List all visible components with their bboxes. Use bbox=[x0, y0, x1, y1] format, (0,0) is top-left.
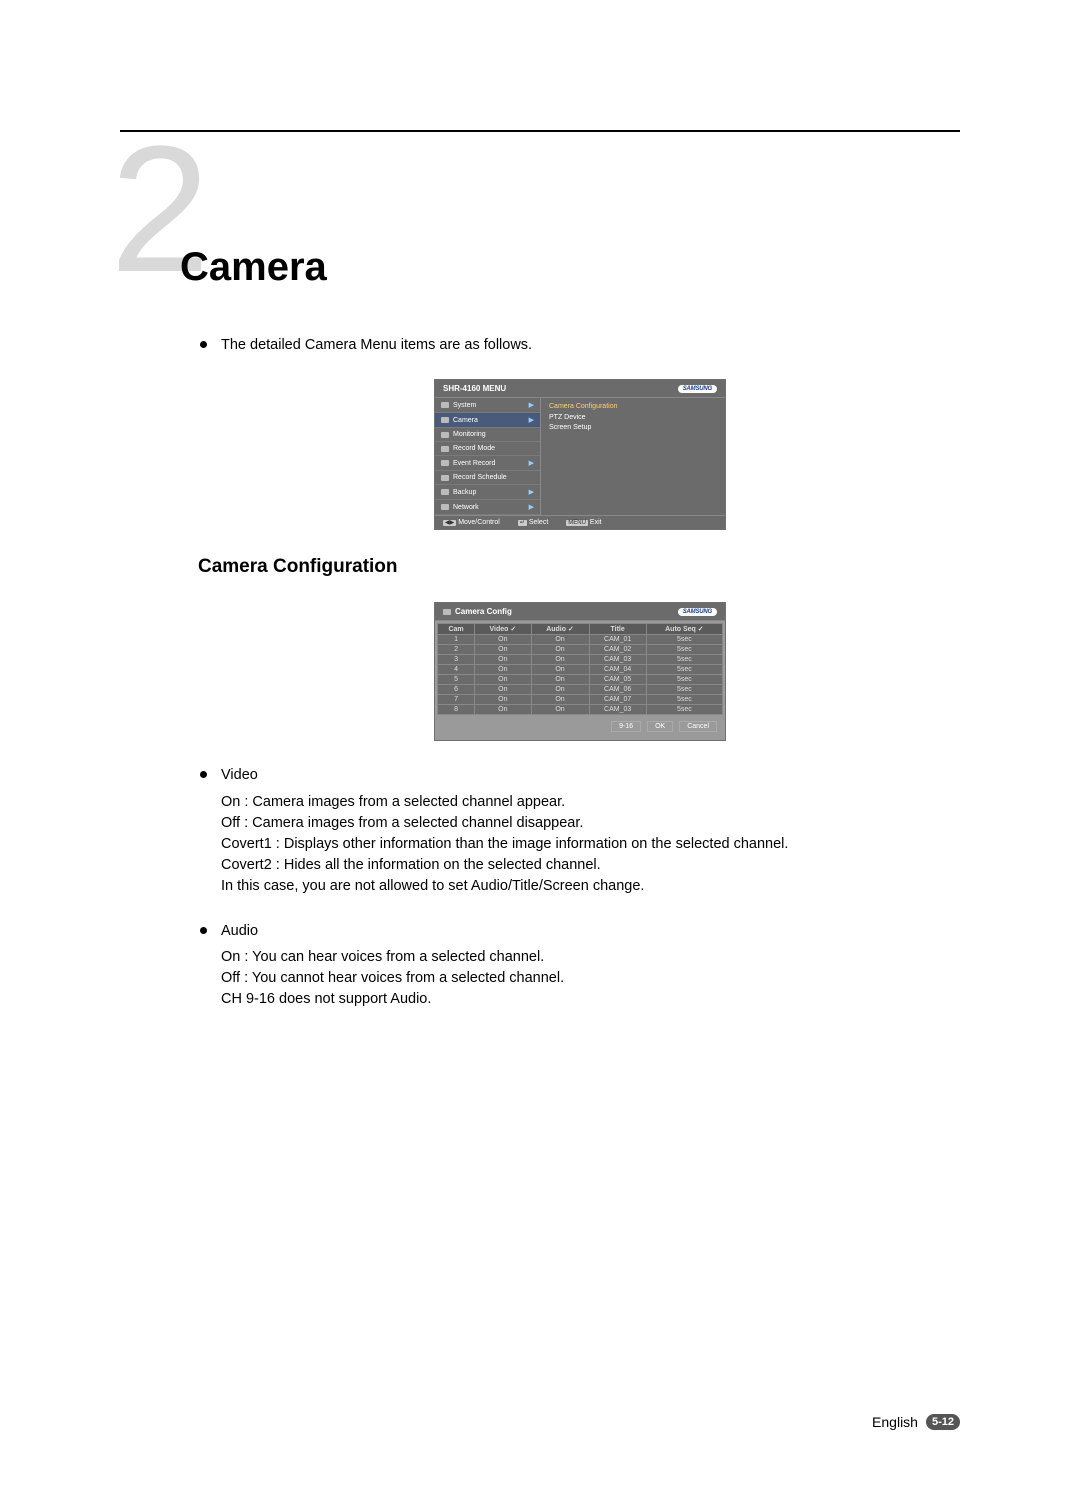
config-buttons: 9-16 OK Cancel bbox=[437, 715, 723, 738]
foot-exit: MENU Exit bbox=[566, 519, 601, 526]
config-body: CamVideoAudioTitleAuto Seq1OnOnCAM_015se… bbox=[435, 621, 725, 740]
table-row[interactable]: 4OnOnCAM_045sec bbox=[438, 665, 723, 675]
bullet-icon bbox=[200, 771, 207, 778]
menu-item[interactable]: Camera▶ bbox=[435, 413, 540, 428]
submenu-item[interactable]: Camera Configuration bbox=[549, 402, 717, 413]
body-line: Off : You cannot hear voices from a sele… bbox=[221, 968, 960, 989]
audio-bullet: Audio bbox=[200, 921, 960, 941]
body-line: On : Camera images from a selected chann… bbox=[221, 792, 960, 813]
video-lines: On : Camera images from a selected chann… bbox=[221, 792, 960, 897]
body-line: CH 9-16 does not support Audio. bbox=[221, 989, 960, 1010]
content: The detailed Camera Menu items are as fo… bbox=[200, 335, 960, 1010]
col-header: Auto Seq bbox=[646, 624, 722, 635]
table-row[interactable]: 7OnOnCAM_075sec bbox=[438, 695, 723, 705]
audio-head: Audio bbox=[221, 921, 258, 941]
table-row[interactable]: 1OnOnCAM_015sec bbox=[438, 635, 723, 645]
body-line: On : You can hear voices from a selected… bbox=[221, 947, 960, 968]
col-header: Video bbox=[475, 624, 531, 635]
table-row[interactable]: 6OnOnCAM_065sec bbox=[438, 685, 723, 695]
submenu-list: Camera ConfigurationPTZ DeviceScreen Set… bbox=[541, 398, 725, 515]
menu-title: SHR-4160 MENU bbox=[443, 384, 506, 393]
col-header: Title bbox=[589, 624, 646, 635]
page: 2 Camera The detailed Camera Menu items … bbox=[0, 0, 1080, 1490]
menu-item[interactable]: System▶ bbox=[435, 398, 540, 413]
video-head: Video bbox=[221, 765, 258, 785]
video-bullet: Video bbox=[200, 765, 960, 785]
audio-lines: On : You can hear voices from a selected… bbox=[221, 947, 960, 1010]
menu-item[interactable]: Backup▶ bbox=[435, 485, 540, 500]
menu-item[interactable]: Record Mode bbox=[435, 442, 540, 456]
body-line: Covert2 : Hides all the information on t… bbox=[221, 855, 960, 876]
menu-list: System▶Camera▶MonitoringRecord ModeEvent… bbox=[435, 398, 541, 515]
page-footer: English 5-12 bbox=[872, 1414, 960, 1430]
bullet-icon bbox=[200, 341, 207, 348]
intro-text: The detailed Camera Menu items are as fo… bbox=[221, 335, 532, 355]
body-line: In this case, you are not allowed to set… bbox=[221, 876, 960, 897]
footer-lang: English bbox=[872, 1414, 918, 1430]
body-line: Covert1 : Displays other information tha… bbox=[221, 834, 960, 855]
foot-move: ◀▶ Move/Control bbox=[443, 519, 500, 526]
table-row[interactable]: 8OnOnCAM_035sec bbox=[438, 705, 723, 715]
submenu-item[interactable]: PTZ Device bbox=[549, 413, 717, 424]
menu-titlebar: SHR-4160 MENU SAMSUNG bbox=[435, 380, 725, 398]
config-titlebar: Camera Config SAMSUNG bbox=[435, 603, 725, 621]
col-header: Cam bbox=[438, 624, 475, 635]
submenu-item[interactable]: Screen Setup bbox=[549, 423, 717, 434]
menu-item[interactable]: Event Record▶ bbox=[435, 456, 540, 471]
config-button[interactable]: OK bbox=[647, 721, 673, 732]
config-button[interactable]: 9-16 bbox=[611, 721, 641, 732]
brand-logo: SAMSUNG bbox=[678, 385, 717, 393]
menu-item[interactable]: Network▶ bbox=[435, 500, 540, 515]
menu-item[interactable]: Monitoring bbox=[435, 428, 540, 442]
config-button[interactable]: Cancel bbox=[679, 721, 717, 732]
menu-item[interactable]: Record Schedule bbox=[435, 471, 540, 485]
table-row[interactable]: 5OnOnCAM_055sec bbox=[438, 675, 723, 685]
menu-screenshot: SHR-4160 MENU SAMSUNG System▶Camera▶Moni… bbox=[434, 379, 726, 530]
config-screenshot: Camera Config SAMSUNG CamVideoAudioTitle… bbox=[434, 602, 726, 741]
chapter-title: Camera bbox=[180, 245, 327, 290]
config-title: Camera Config bbox=[443, 607, 512, 616]
body-line: Off : Camera images from a selected chan… bbox=[221, 813, 960, 834]
table-row[interactable]: 3OnOnCAM_035sec bbox=[438, 655, 723, 665]
intro-bullet: The detailed Camera Menu items are as fo… bbox=[200, 335, 960, 355]
config-table: CamVideoAudioTitleAuto Seq1OnOnCAM_015se… bbox=[437, 623, 723, 715]
menu-footer: ◀▶ Move/Control ↵ Select MENU Exit bbox=[435, 515, 725, 529]
col-header: Audio bbox=[531, 624, 589, 635]
menu-body: System▶Camera▶MonitoringRecord ModeEvent… bbox=[435, 398, 725, 515]
top-rule bbox=[120, 130, 960, 132]
bullet-icon bbox=[200, 927, 207, 934]
brand-logo: SAMSUNG bbox=[678, 608, 717, 616]
section-title: Camera Configuration bbox=[198, 556, 960, 578]
foot-select: ↵ Select bbox=[518, 519, 548, 526]
table-row[interactable]: 2OnOnCAM_025sec bbox=[438, 645, 723, 655]
page-badge: 5-12 bbox=[926, 1414, 960, 1430]
